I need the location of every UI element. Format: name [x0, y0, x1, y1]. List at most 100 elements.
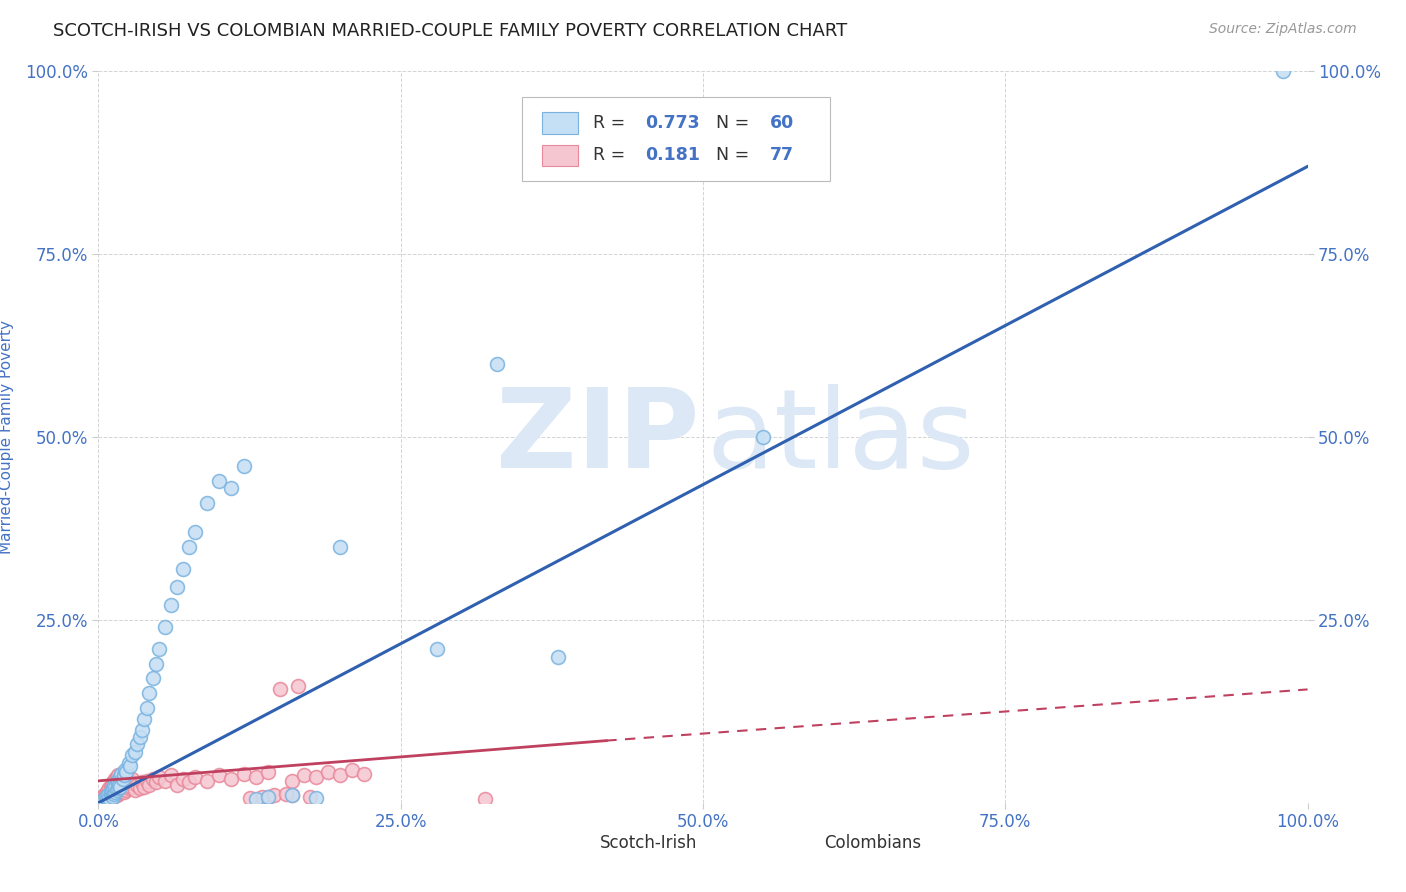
Point [118, 781, 141, 796]
Point [110, 781, 132, 796]
Point [94, 787, 117, 801]
Point [166, 580, 188, 594]
Point [101, 775, 124, 789]
Point [131, 723, 153, 737]
Point [96, 785, 118, 799]
Point [160, 768, 183, 782]
Text: 0.181: 0.181 [645, 146, 700, 164]
Point [108, 782, 131, 797]
Text: 0.773: 0.773 [645, 113, 700, 131]
Point [100, 782, 122, 797]
Point [329, 768, 352, 782]
Point [426, 642, 449, 657]
Point [101, 781, 124, 796]
Point [96, 791, 118, 805]
Point [281, 789, 304, 803]
Text: Source: ZipAtlas.com: Source: ZipAtlas.com [1209, 22, 1357, 37]
Y-axis label: Married-Couple Family Poverty: Married-Couple Family Poverty [0, 320, 14, 554]
Point [138, 686, 160, 700]
Point [547, 649, 569, 664]
Point [256, 765, 278, 780]
Point [245, 770, 267, 784]
Point [100, 780, 122, 794]
Point [114, 778, 136, 792]
Point [91, 789, 114, 804]
Point [115, 765, 138, 780]
Point [104, 785, 127, 799]
Point [98, 781, 121, 796]
Point [124, 782, 146, 797]
Point [208, 768, 231, 782]
Point [474, 792, 496, 806]
Point [142, 672, 165, 686]
Text: Colombians: Colombians [824, 834, 921, 852]
Point [486, 357, 509, 371]
Point [281, 773, 304, 788]
Point [111, 772, 134, 787]
Point [91, 792, 114, 806]
Point [128, 781, 150, 796]
Point [195, 496, 218, 510]
Point [131, 775, 153, 789]
Point [115, 782, 138, 797]
Point [138, 778, 160, 792]
Point [112, 768, 135, 782]
Point [108, 770, 131, 784]
Point [107, 781, 129, 796]
Point [179, 540, 201, 554]
Point [121, 772, 143, 787]
Point [93, 792, 115, 806]
Point [172, 772, 194, 787]
Point [100, 787, 122, 801]
Point [103, 773, 125, 788]
Point [108, 780, 131, 794]
Point [100, 778, 122, 792]
Point [160, 599, 183, 613]
Point [269, 682, 291, 697]
Point [274, 787, 297, 801]
Point [256, 789, 278, 804]
Point [145, 657, 167, 671]
Point [117, 775, 139, 789]
Point [221, 481, 243, 495]
Text: atlas: atlas [707, 384, 976, 491]
Point [105, 789, 128, 803]
Point [153, 620, 176, 634]
Point [94, 791, 117, 805]
Point [97, 789, 120, 804]
Point [118, 773, 141, 788]
Point [287, 679, 309, 693]
Point [97, 789, 120, 803]
Point [195, 773, 218, 788]
Point [105, 770, 128, 784]
Point [256, 789, 278, 804]
Point [105, 782, 128, 797]
Point [93, 789, 115, 803]
Point [114, 763, 136, 777]
Point [100, 785, 122, 799]
Point [108, 778, 131, 792]
Point [96, 792, 118, 806]
Point [153, 773, 176, 788]
Point [145, 775, 167, 789]
Text: 77: 77 [769, 146, 793, 164]
Point [134, 712, 156, 726]
Point [101, 789, 124, 804]
Point [142, 772, 165, 787]
Point [184, 770, 207, 784]
Text: ZIP: ZIP [496, 384, 699, 491]
Point [121, 748, 143, 763]
Point [752, 430, 775, 444]
Point [103, 778, 125, 792]
Point [100, 789, 122, 803]
FancyBboxPatch shape [543, 112, 578, 134]
Point [232, 459, 254, 474]
Point [127, 778, 149, 792]
Point [93, 793, 115, 807]
Point [299, 789, 322, 804]
Point [111, 780, 134, 794]
Point [148, 770, 170, 784]
Point [134, 780, 156, 794]
Point [100, 789, 122, 803]
Text: 60: 60 [769, 113, 794, 131]
